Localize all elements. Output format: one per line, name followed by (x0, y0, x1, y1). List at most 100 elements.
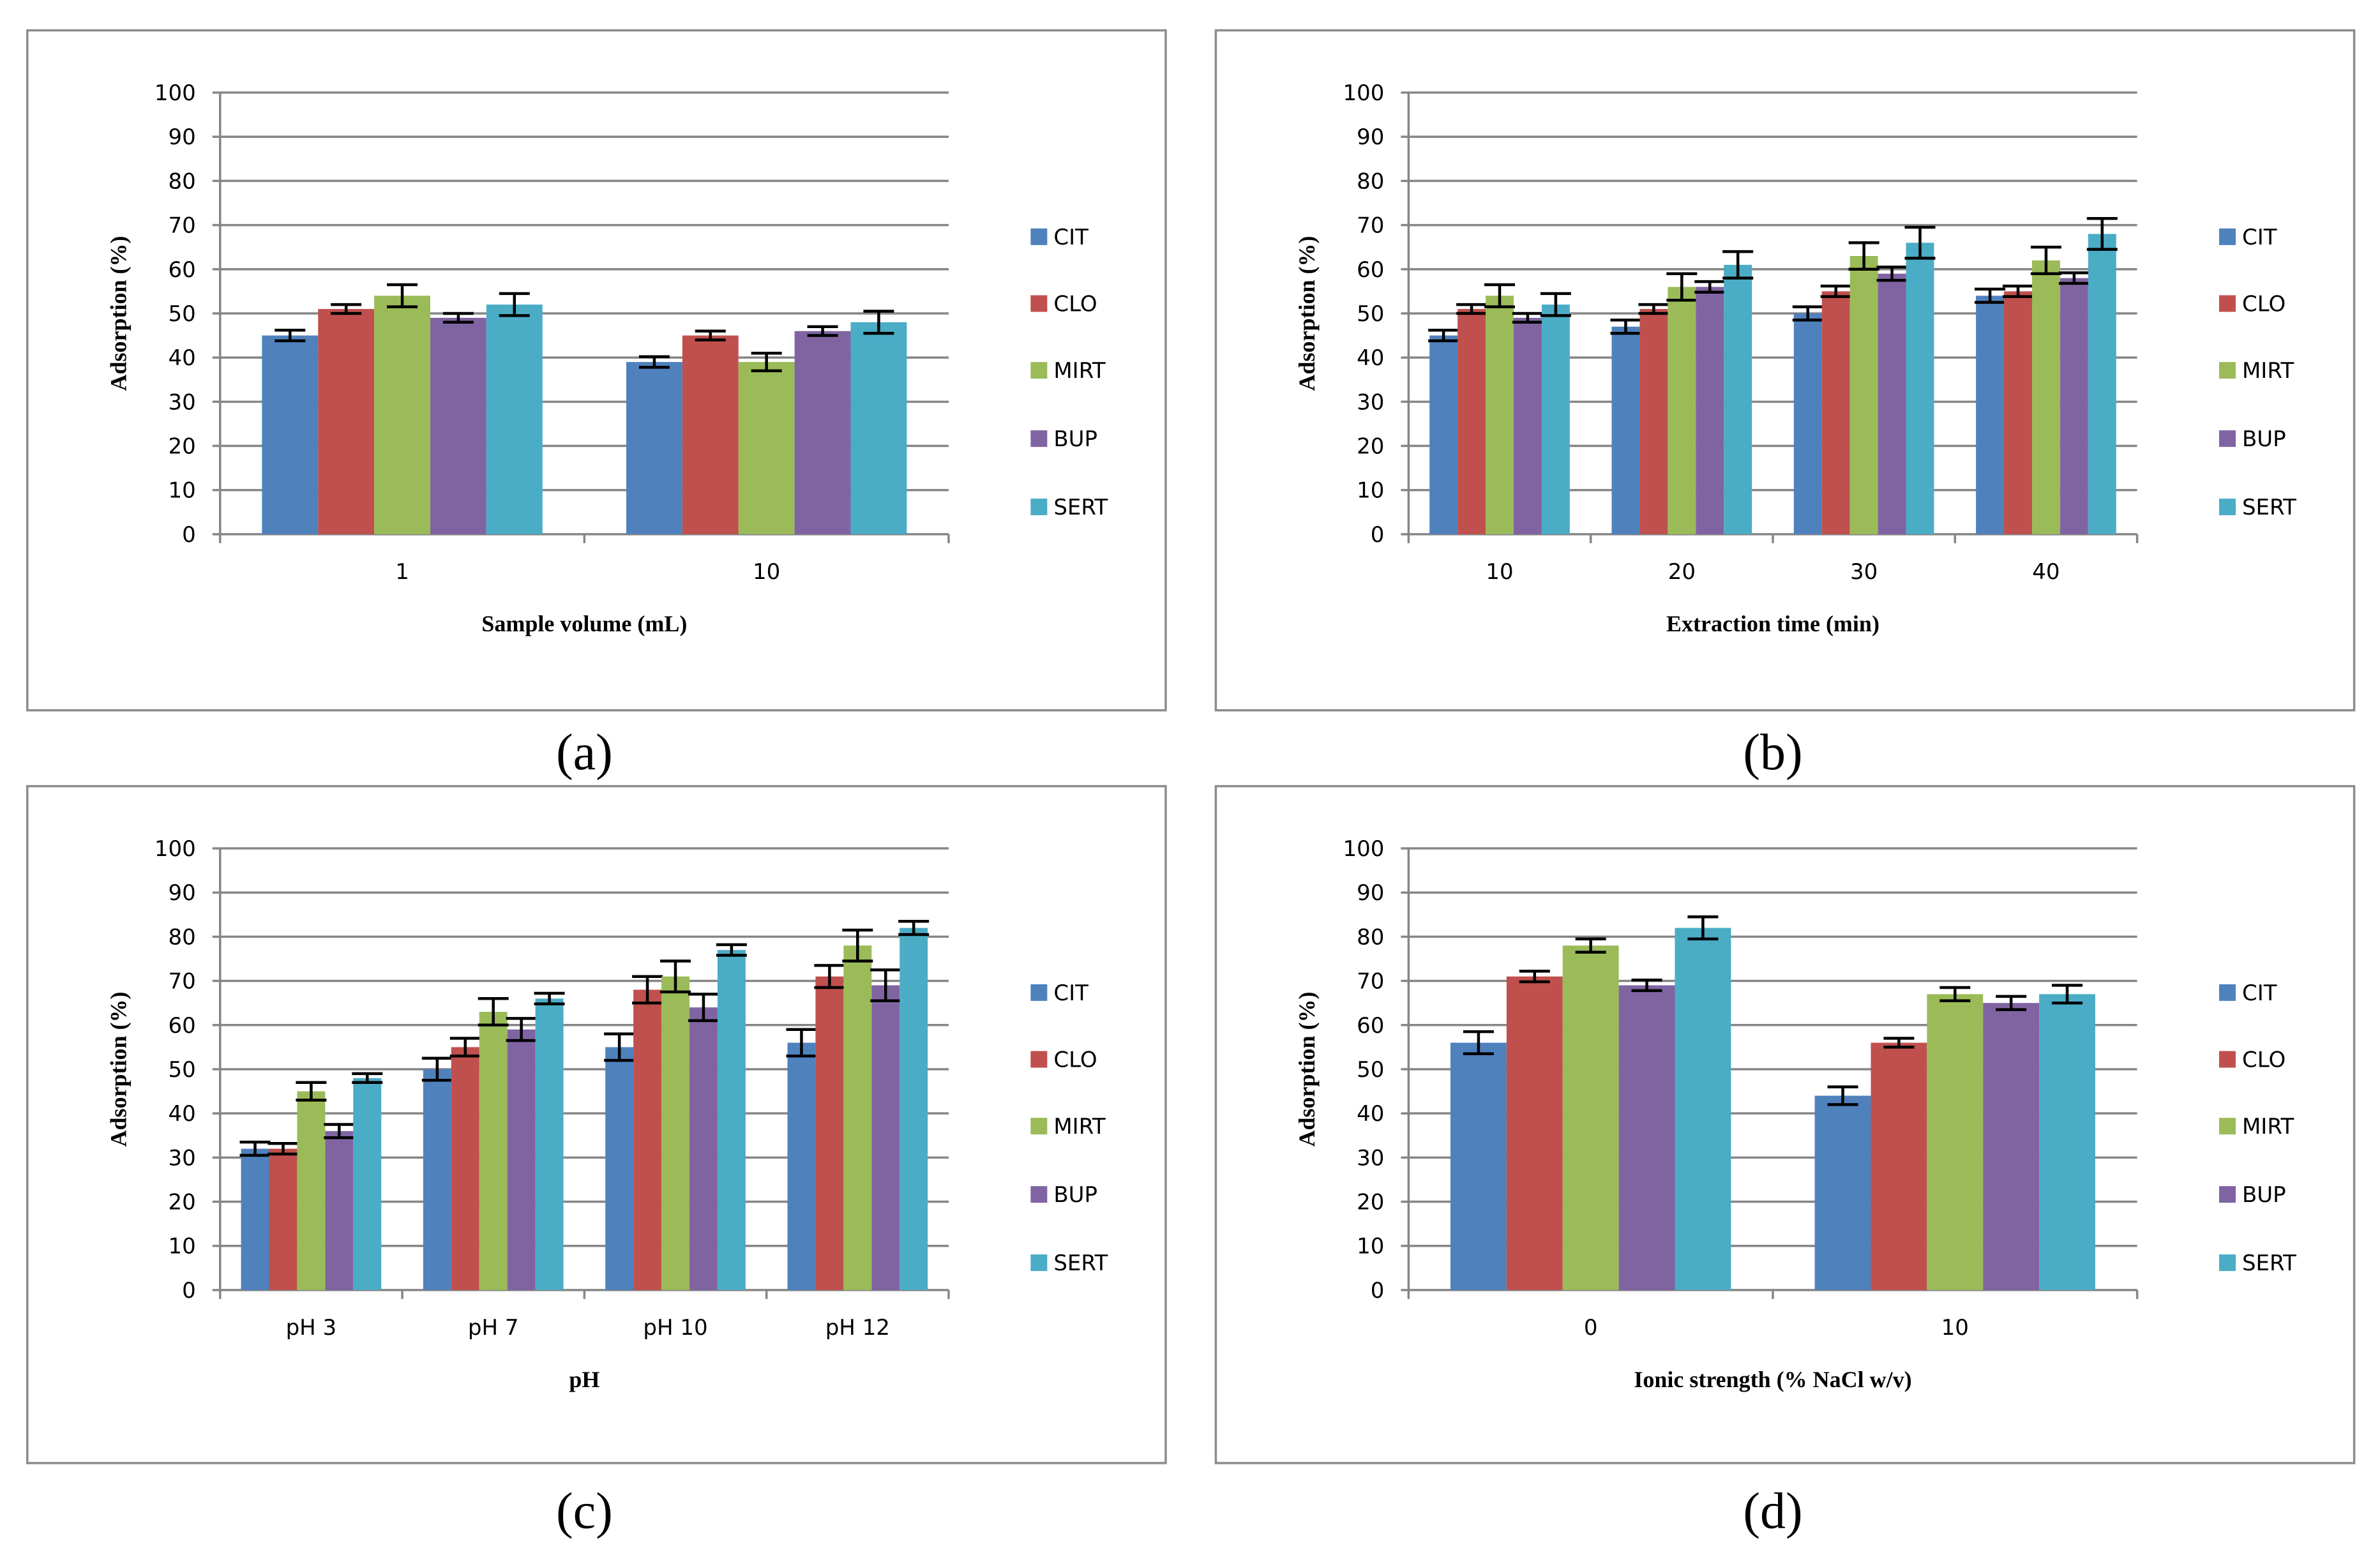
x-tick-label: 20 (1668, 559, 1696, 585)
y-tick-label: 70 (1357, 969, 1384, 995)
legend-label-mirt: MIRT (2242, 358, 2294, 384)
legend-label-clo: CLO (1053, 1048, 1097, 1073)
y-axis-title: Adsorption (%) (1294, 236, 1320, 391)
bar-cit-2 (605, 1047, 634, 1290)
bar-clo-3 (815, 976, 844, 1290)
y-tick-label: 80 (168, 169, 195, 194)
legend-swatch-mirt (2218, 362, 2236, 379)
bar-clo-3 (2004, 291, 2032, 534)
bar-bup-0 (1618, 985, 1675, 1290)
bar-mirt-1 (1668, 287, 1696, 534)
x-tick-label: 10 (1486, 559, 1513, 585)
bar-sert-2 (717, 950, 746, 1290)
legend-swatch-bup (2218, 1186, 2236, 1203)
legend-label-mirt: MIRT (1053, 1114, 1106, 1139)
bar-sert-2 (1906, 243, 1934, 534)
legend-label-sert: SERT (2242, 495, 2296, 520)
chart-frame (26, 785, 1167, 1464)
x-tick-label: 10 (1941, 1315, 1969, 1341)
bar-cit-0 (241, 1148, 269, 1290)
bar-bup-3 (2060, 278, 2088, 534)
y-tick-label: 60 (1357, 1013, 1384, 1039)
bar-bup-0 (1513, 317, 1542, 534)
bar-cit-0 (1429, 335, 1458, 534)
legend-swatch-sert (1030, 1254, 1048, 1272)
y-tick-label: 70 (168, 213, 195, 239)
y-tick-label: 30 (1357, 1145, 1384, 1171)
y-tick-label: 90 (1357, 880, 1384, 906)
legend-label-bup: BUP (1053, 426, 1097, 452)
legend-label-mirt: MIRT (1053, 358, 1106, 384)
bar-mirt-0 (1562, 945, 1619, 1290)
bar-clo-2 (633, 989, 662, 1290)
bar-sert-0 (1675, 928, 1731, 1290)
y-tick-label: 20 (1357, 434, 1384, 460)
bar-sert-1 (850, 322, 907, 534)
y-tick-label: 30 (168, 389, 195, 415)
panel-caption: (b) (1743, 725, 1802, 781)
legend-label-sert: SERT (2242, 1251, 2296, 1276)
y-tick-label: 70 (1357, 213, 1384, 239)
bar-sert-3 (2088, 234, 2116, 534)
y-tick-label: 10 (1357, 1234, 1384, 1259)
y-tick-label: 40 (168, 1101, 195, 1127)
legend-swatch-mirt (1030, 362, 1048, 379)
y-tick-label: 100 (154, 80, 196, 106)
y-tick-label: 60 (168, 257, 195, 283)
chart-frame (1214, 785, 2356, 1464)
bar-clo-0 (318, 309, 375, 534)
bar-bup-1 (1983, 1003, 2040, 1290)
chart-panel-3: 0 10 20 30 40 50 60 70 80 90 100 0 10 Adsorption (%) I… (1214, 785, 2356, 1540)
legend-swatch-sert (1030, 499, 1048, 516)
x-tick-label: pH 12 (825, 1315, 890, 1341)
x-tick-label: 0 (1584, 1315, 1598, 1341)
bar-mirt-1 (479, 1012, 508, 1290)
y-tick-label: 100 (1343, 80, 1384, 106)
y-tick-label: 10 (168, 478, 195, 504)
bar-sert-0 (1541, 304, 1570, 534)
y-tick-label: 50 (168, 301, 195, 327)
x-axis-title: pH (569, 1367, 599, 1392)
y-tick-label: 30 (1357, 389, 1384, 415)
bar-clo-1 (1871, 1042, 1927, 1290)
bar-bup-1 (1696, 287, 1724, 534)
y-axis-title: Adsorption (%) (105, 991, 131, 1146)
bar-mirt-1 (1927, 994, 1984, 1290)
y-tick-label: 90 (168, 880, 195, 906)
bar-clo-1 (451, 1047, 479, 1290)
legend-swatch-mirt (1030, 1118, 1048, 1135)
legend-swatch-clo (1030, 295, 1048, 312)
panel-caption: (a) (556, 725, 613, 781)
bar-mirt-0 (1486, 296, 1514, 534)
legend-label-cit: CIT (1053, 225, 1088, 250)
bar-clo-1 (1639, 309, 1668, 534)
bar-clo-0 (1506, 976, 1563, 1290)
x-tick-label: pH 10 (643, 1315, 707, 1341)
bar-clo-0 (269, 1148, 298, 1290)
y-tick-label: 90 (168, 124, 195, 150)
bar-clo-1 (682, 335, 739, 534)
legend-swatch-cit (1030, 984, 1048, 1001)
y-tick-label: 80 (1357, 924, 1384, 950)
y-tick-label: 50 (168, 1057, 195, 1083)
legend-swatch-cit (2218, 984, 2236, 1001)
bar-sert-0 (486, 304, 543, 534)
y-tick-label: 70 (168, 969, 195, 995)
y-axis-title: Adsorption (%) (1294, 991, 1320, 1146)
y-tick-label: 30 (168, 1145, 195, 1171)
bar-bup-2 (689, 1007, 718, 1290)
bar-mirt-2 (1849, 256, 1878, 534)
x-axis-title: Ionic strength (% NaCl w/v) (1634, 1367, 1911, 1392)
bar-sert-0 (353, 1078, 382, 1290)
x-tick-label: pH 7 (468, 1315, 519, 1341)
legend-swatch-bup (1030, 430, 1048, 447)
panel-caption: (d) (1743, 1484, 1802, 1540)
legend-swatch-cit (1030, 228, 1048, 245)
legend-label-clo: CLO (1053, 292, 1097, 317)
bar-sert-1 (535, 998, 564, 1290)
legend-label-sert: SERT (1053, 1251, 1108, 1276)
x-axis-title: Extraction time (min) (1666, 611, 1879, 636)
legend-swatch-sert (2218, 499, 2236, 516)
y-tick-label: 10 (1357, 478, 1384, 504)
